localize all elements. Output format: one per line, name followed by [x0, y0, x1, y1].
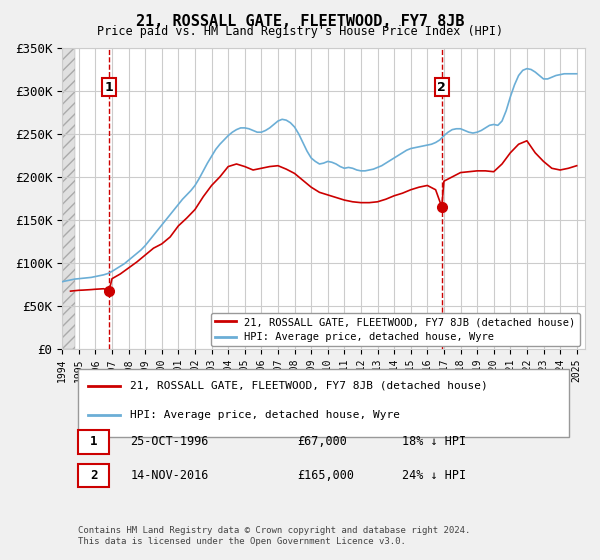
Text: 14-NOV-2016: 14-NOV-2016 — [130, 469, 209, 482]
Text: 1: 1 — [90, 435, 97, 448]
Text: £67,000: £67,000 — [298, 435, 347, 448]
Bar — [62, 48, 74, 349]
Text: 21, ROSSALL GATE, FLEETWOOD, FY7 8JB (detached house): 21, ROSSALL GATE, FLEETWOOD, FY7 8JB (de… — [130, 381, 488, 391]
Text: 1: 1 — [104, 81, 113, 94]
Text: 18% ↓ HPI: 18% ↓ HPI — [402, 435, 466, 448]
Bar — [62, 48, 74, 349]
FancyBboxPatch shape — [78, 430, 109, 454]
Text: 25-OCT-1996: 25-OCT-1996 — [130, 435, 209, 448]
FancyBboxPatch shape — [78, 369, 569, 437]
Text: 2: 2 — [437, 81, 446, 94]
Text: 21, ROSSALL GATE, FLEETWOOD, FY7 8JB: 21, ROSSALL GATE, FLEETWOOD, FY7 8JB — [136, 14, 464, 29]
Text: 2: 2 — [90, 469, 97, 482]
Text: Price paid vs. HM Land Registry's House Price Index (HPI): Price paid vs. HM Land Registry's House … — [97, 25, 503, 38]
Text: HPI: Average price, detached house, Wyre: HPI: Average price, detached house, Wyre — [130, 410, 400, 419]
Legend: 21, ROSSALL GATE, FLEETWOOD, FY7 8JB (detached house), HPI: Average price, detac: 21, ROSSALL GATE, FLEETWOOD, FY7 8JB (de… — [211, 313, 580, 347]
FancyBboxPatch shape — [78, 464, 109, 487]
Text: £165,000: £165,000 — [298, 469, 355, 482]
Text: Contains HM Land Registry data © Crown copyright and database right 2024.
This d: Contains HM Land Registry data © Crown c… — [78, 526, 470, 545]
Text: 24% ↓ HPI: 24% ↓ HPI — [402, 469, 466, 482]
